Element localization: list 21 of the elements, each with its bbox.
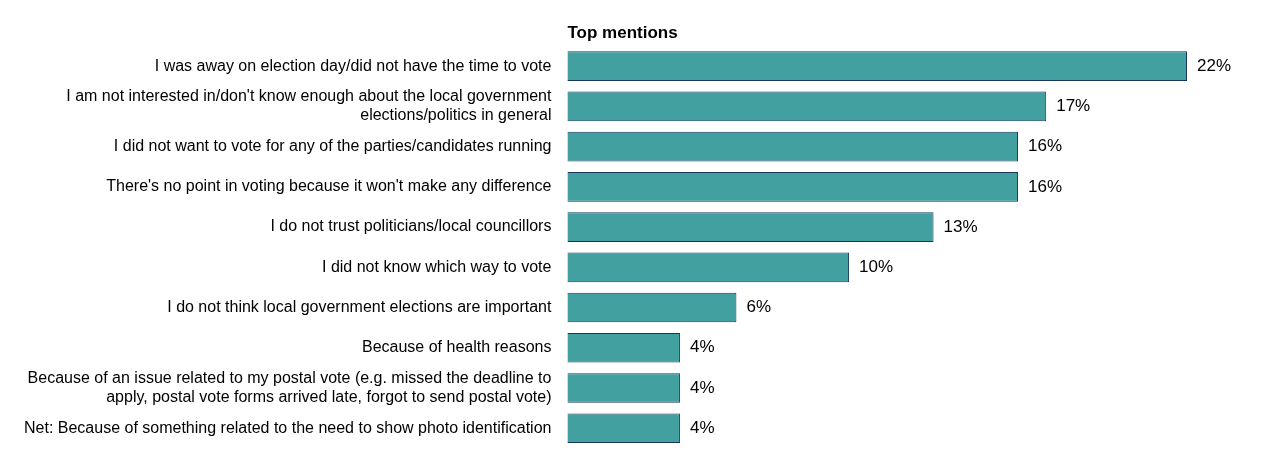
data-label: 13% xyxy=(943,216,978,236)
y-tick-label: There's no point in voting because it won't make any difference xyxy=(106,177,552,195)
data-label: 16% xyxy=(1028,176,1063,196)
data-label: 4% xyxy=(690,417,715,437)
data-label: 17% xyxy=(1056,96,1091,116)
y-tick-label: I am not interested in/don't know enough about the local government elections/politics in general xyxy=(66,87,552,124)
data-label: 22% xyxy=(1197,55,1232,75)
y-tick-label: I did not want to vote for any of the parties/candidates running xyxy=(113,137,552,155)
y-tick-label: I was away on election day/did not have the time to vote xyxy=(154,56,552,74)
y-tick-label: Because of an issue related to my postal vote (e.g. missed the deadline to apply, postal vote forms arrived late, forgot to send postal vote) xyxy=(27,368,552,406)
y-tick-label: I did not know which way to vote xyxy=(322,257,552,275)
y-tick-label: I do not think local government elections are important xyxy=(167,297,552,315)
y-tick-label: I do not trust politicians/local councillors xyxy=(270,217,552,235)
y-tick-label: Because of health reasons xyxy=(361,338,552,356)
data-label: 4% xyxy=(690,377,715,397)
y-tick-label: Net: Because of something related to the need to show photo identification xyxy=(24,418,552,436)
data-label: 16% xyxy=(1028,136,1063,156)
data-label: 4% xyxy=(690,337,715,357)
data-label: 10% xyxy=(859,257,894,277)
data-label: 6% xyxy=(746,297,771,317)
chart-subtitle: Top mentions xyxy=(567,23,678,42)
